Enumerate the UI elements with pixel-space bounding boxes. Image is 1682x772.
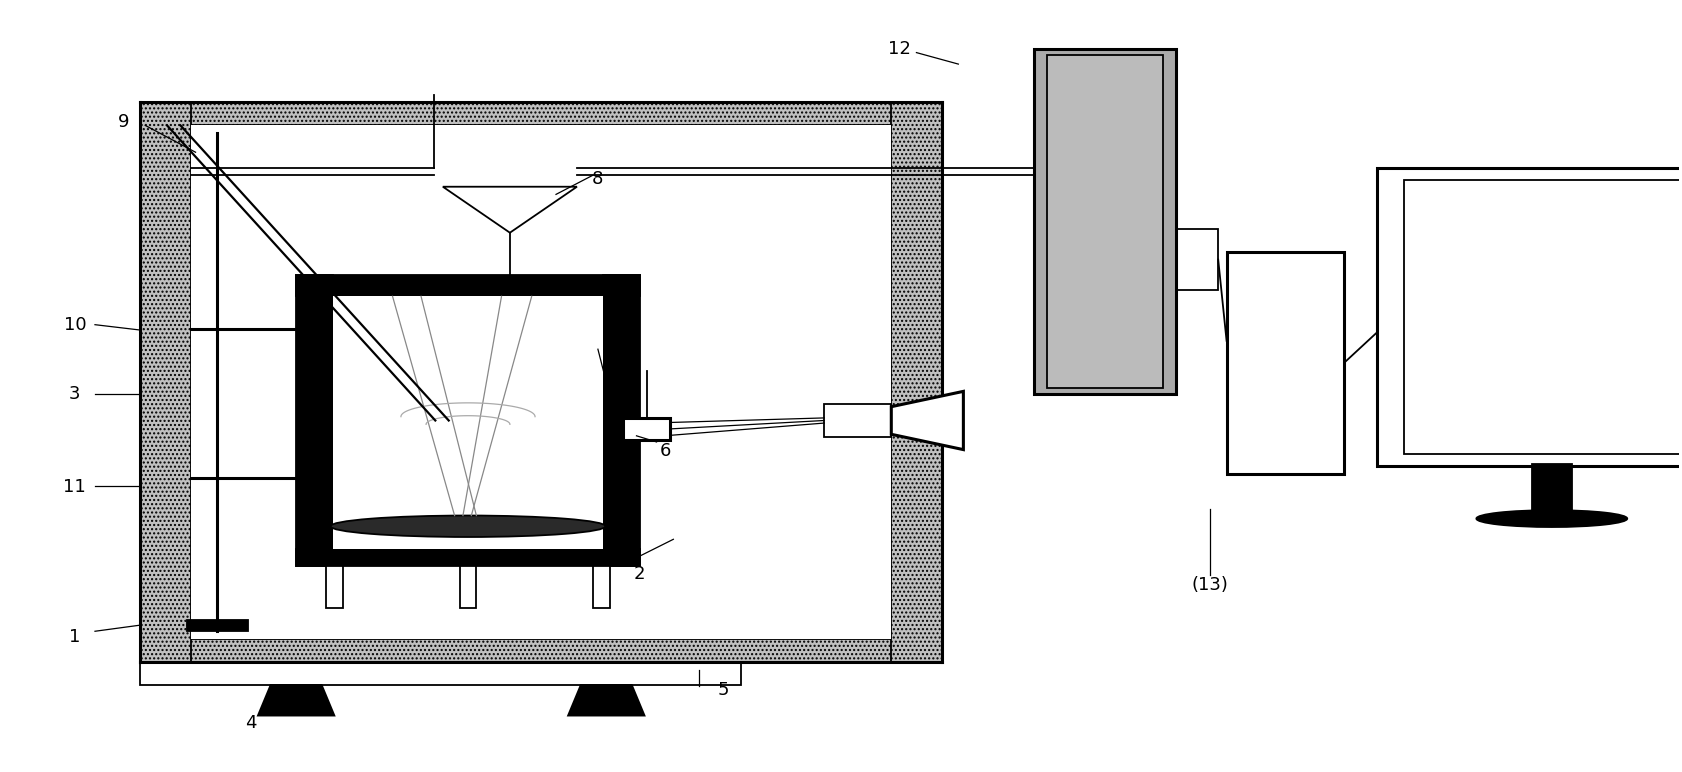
Text: 5: 5 — [718, 681, 730, 699]
Bar — [190, 125, 891, 639]
Bar — [140, 639, 942, 662]
Bar — [140, 103, 942, 125]
Bar — [296, 275, 333, 566]
Polygon shape — [569, 685, 644, 716]
Bar — [622, 418, 669, 439]
Bar — [459, 566, 476, 608]
Bar — [187, 620, 247, 631]
Bar — [1378, 168, 1682, 466]
Text: 4: 4 — [246, 714, 257, 732]
Bar — [140, 103, 190, 662]
Bar — [1404, 180, 1682, 454]
Bar — [592, 566, 609, 608]
Bar — [824, 404, 891, 438]
Bar — [333, 296, 602, 549]
Bar — [326, 566, 343, 608]
Text: 8: 8 — [592, 170, 604, 188]
Text: 6: 6 — [659, 442, 671, 460]
Text: 10: 10 — [64, 316, 86, 334]
Text: 11: 11 — [64, 478, 86, 496]
Bar — [891, 103, 942, 662]
Bar — [1176, 229, 1218, 290]
Bar — [1034, 49, 1176, 394]
Bar — [296, 275, 639, 296]
Bar — [1226, 252, 1344, 474]
Text: (13): (13) — [1191, 576, 1228, 594]
Text: 3: 3 — [69, 384, 81, 403]
Bar — [1532, 464, 1573, 516]
Bar — [296, 549, 639, 566]
Bar — [140, 662, 742, 685]
Polygon shape — [891, 391, 964, 449]
Ellipse shape — [331, 516, 606, 537]
Text: 9: 9 — [118, 113, 130, 130]
Bar — [1048, 55, 1162, 388]
Ellipse shape — [1477, 510, 1626, 527]
Polygon shape — [442, 187, 577, 232]
Text: 7: 7 — [600, 350, 612, 368]
Bar — [602, 275, 639, 566]
Text: 12: 12 — [888, 40, 912, 58]
Text: 2: 2 — [634, 565, 646, 583]
Text: 1: 1 — [69, 628, 81, 645]
Polygon shape — [257, 685, 335, 716]
